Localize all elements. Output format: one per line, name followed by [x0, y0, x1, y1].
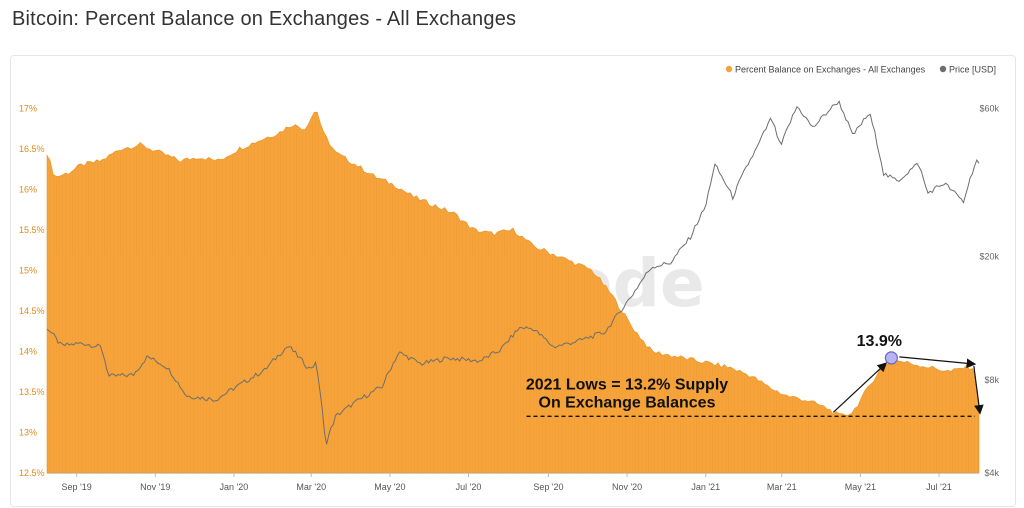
chart-svg: glassnode 12.5%13%13.5%14%14.5%15%15.5%1… [19, 65, 999, 493]
x-axis-tick-label: Mar '21 [767, 482, 797, 492]
low-annotation-line1: 2021 Lows = 13.2% Supply [526, 376, 728, 393]
left-axis-tick-label: 13.5% [19, 387, 45, 397]
left-axis-tick-label: 16.5% [19, 144, 45, 154]
page-title: Bitcoin: Percent Balance on Exchanges - … [12, 8, 517, 30]
left-axis-tick-label: 14.5% [19, 306, 45, 316]
x-axis-tick-label: Jul '20 [456, 482, 482, 492]
x-axis-tick-label: Sep '19 [62, 482, 92, 492]
left-axis-tick-label: 15.5% [19, 225, 45, 235]
right-axis-tick-label: $4k [984, 468, 999, 478]
x-axis-tick-label: Mar '20 [296, 482, 326, 492]
legend-label: Price [USD] [949, 65, 996, 75]
price-line [46, 100, 980, 445]
balance-area [46, 111, 980, 474]
x-axis-tick-label: May '20 [374, 482, 405, 492]
legend-swatch [939, 65, 947, 73]
legend-label: Percent Balance on Exchanges - All Excha… [735, 65, 926, 75]
legend-item-balance[interactable]: Percent Balance on Exchanges - All Excha… [725, 65, 926, 75]
x-axis-tick-label: Jan '20 [220, 482, 249, 492]
x-axis-tick-label: Jul '21 [926, 482, 952, 492]
x-axis-tick-label: Jan '21 [691, 482, 720, 492]
low-annotation-line2: On Exchange Balances [539, 394, 716, 411]
peak-marker [884, 351, 898, 365]
chart-panel: glassnode 12.5%13%13.5%14%14.5%15%15.5%1… [10, 55, 1016, 507]
legend-item-price[interactable]: Price [USD] [939, 65, 996, 75]
left-axis-tick-label: 15% [19, 265, 37, 275]
right-axis-tick-label: $20k [979, 252, 999, 262]
axis-layer: 12.5% 13% 13.5% 14% 14.5% 15% 15.5% 16% 16.5% 17%… [19, 103, 999, 492]
legend[interactable]: Percent Balance on Exchanges - All Excha… [725, 65, 996, 75]
price-line-layer [46, 100, 980, 445]
left-axis-tick-label: 12.5% [19, 468, 45, 478]
left-axis-tick-label: 16% [19, 184, 37, 194]
left-axis-tick-label: 17% [19, 103, 37, 113]
left-axis-tick-label: 13% [19, 427, 37, 437]
rise-arrow [832, 362, 888, 413]
right-axis-tick-label: $60k [979, 104, 999, 114]
plateau-arrow [899, 356, 977, 369]
x-axis-tick-label: Nov '19 [140, 482, 170, 492]
drop-arrow [973, 365, 984, 415]
right-axis-tick-label: $8k [984, 375, 999, 385]
x-axis-tick-label: Nov '20 [612, 482, 642, 492]
left-axis-tick-label: 14% [19, 346, 37, 356]
peak-label: 13.9% [857, 333, 902, 350]
balance-area-layer [46, 111, 980, 474]
x-axis-tick-label: May '21 [845, 482, 876, 492]
x-axis-tick-label: Sep '20 [533, 482, 563, 492]
legend-swatch [725, 65, 733, 73]
